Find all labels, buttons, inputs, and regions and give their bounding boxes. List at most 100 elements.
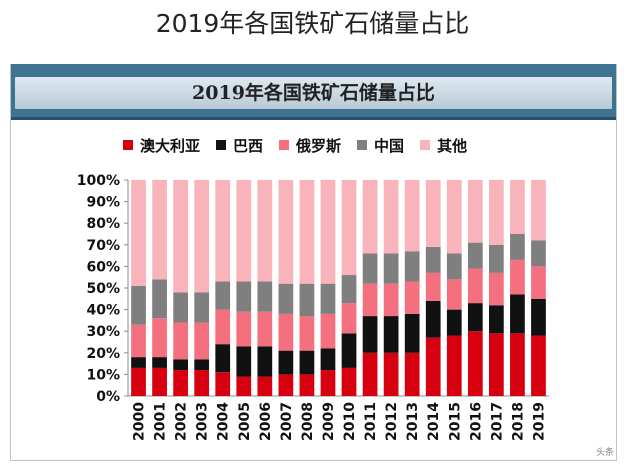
x-tick-label: 2016: [468, 402, 484, 441]
bar-segment: [425, 300, 441, 338]
bar-segment: [173, 292, 188, 323]
bar-segment: [152, 180, 167, 280]
bar-segment: [320, 348, 336, 371]
bar-segment: [383, 316, 399, 353]
legend-label: 俄罗斯: [296, 136, 342, 155]
bar-segment: [404, 313, 420, 353]
watermark: 头条: [595, 448, 614, 458]
legend-item: 俄罗斯: [279, 135, 341, 156]
bar-segment: [194, 322, 210, 360]
legend-item: 中国: [357, 135, 404, 156]
bar-segment: [152, 279, 167, 319]
bar-segment: [404, 180, 420, 252]
y-tick-label: 30%: [86, 324, 120, 340]
x-tick-label: 2017: [489, 402, 505, 441]
bar-segment: [173, 322, 188, 360]
y-tick-label: 80%: [86, 216, 120, 232]
bar-segment: [194, 292, 210, 323]
bar-segment: [215, 344, 231, 373]
bar-segment: [278, 313, 294, 351]
bar-segment: [152, 357, 167, 368]
x-tick-label: 2010: [342, 402, 358, 441]
x-tick-label: 2014: [426, 402, 442, 441]
bar-segment: [257, 376, 273, 396]
x-tick-label: 2007: [279, 402, 295, 441]
bar-segment: [489, 244, 504, 273]
x-tick-label: 2006: [258, 402, 274, 441]
bar-segment: [152, 318, 167, 358]
legend: 澳大利亚 巴西 俄罗斯 中国 其他: [123, 135, 483, 155]
page-title: 2019年各国铁矿石储量占比: [155, 9, 470, 38]
bar-segment: [467, 180, 483, 243]
bar-segment: [320, 283, 336, 314]
bar-segment: [489, 333, 504, 396]
bar-segment: [215, 309, 231, 345]
legend-swatch: [420, 140, 431, 150]
bar-segment: [425, 180, 441, 247]
bar-segment: [299, 180, 315, 284]
bar-segment: [404, 251, 420, 282]
bar-segment: [131, 180, 146, 286]
bar-segment: [341, 275, 357, 304]
legend-label: 澳大利亚: [140, 136, 201, 155]
bar-segment: [320, 370, 336, 396]
x-tick-label: 2015: [447, 402, 463, 441]
bar-segment: [467, 268, 483, 304]
bar-segment: [131, 285, 146, 325]
bar-segment: [362, 253, 378, 284]
x-tick-label: 2009: [321, 402, 337, 441]
bar-segment: [362, 352, 378, 396]
x-tick-label: 2013: [405, 402, 421, 441]
bar-segment: [236, 180, 252, 282]
x-tick-label: 2004: [216, 402, 232, 441]
bar-segment: [362, 283, 378, 317]
legend-item: 澳大利亚: [123, 135, 200, 156]
bar-segment: [173, 359, 188, 371]
y-tick-label: 20%: [86, 346, 120, 362]
bar-segment: [510, 234, 525, 260]
bar-segment: [299, 350, 315, 375]
bar-segment: [320, 180, 336, 284]
bar-segment: [467, 331, 483, 396]
legend-label: 中国: [374, 136, 405, 155]
bar-segment: [299, 283, 315, 317]
bar-segment: [215, 180, 231, 282]
bar-segment: [489, 180, 504, 245]
bar-segment: [341, 303, 357, 334]
legend-label: 巴西: [233, 136, 264, 155]
y-tick-label: 10%: [86, 367, 120, 383]
bar-segment: [152, 367, 167, 396]
bar-segment: [510, 333, 525, 396]
bar-segment: [278, 374, 294, 396]
bar-segment: [257, 180, 273, 282]
bar-segment: [446, 279, 462, 310]
chart-figure: 2019年各国铁矿石储量占比 澳大利亚 巴西 俄罗斯 中国 其他 0% 10% 20% 30%…: [10, 64, 617, 461]
bar-segment: [383, 253, 399, 284]
bar-segment: [425, 246, 441, 273]
bar-segment: [278, 283, 294, 314]
bar-segment: [383, 180, 399, 254]
bar-segment: [467, 242, 483, 269]
bar-segment: [425, 337, 441, 396]
bar-segment: [215, 281, 231, 310]
bar-segment: [173, 180, 188, 293]
x-tick-label: 2001: [153, 402, 169, 441]
legend-item: 巴西: [216, 135, 263, 156]
bar-segment: [510, 259, 525, 295]
bar-segment: [257, 346, 273, 377]
bar-segment: [236, 346, 252, 377]
bar-segment: [531, 240, 546, 267]
bar-segment: [531, 266, 546, 299]
bar-segment: [510, 294, 525, 334]
bar-segment: [383, 283, 399, 317]
x-tick-label: 2018: [510, 402, 526, 441]
bar-segment: [446, 253, 462, 280]
bar-segment: [257, 311, 273, 347]
bar-segment: [341, 333, 357, 368]
bar-segment: [320, 313, 336, 349]
bar-segment: [131, 324, 146, 358]
x-tick-label: 2011: [363, 402, 379, 441]
bar-segment: [510, 180, 525, 234]
y-tick-label: 0%: [96, 389, 120, 405]
x-tick-label: 2005: [237, 402, 253, 441]
